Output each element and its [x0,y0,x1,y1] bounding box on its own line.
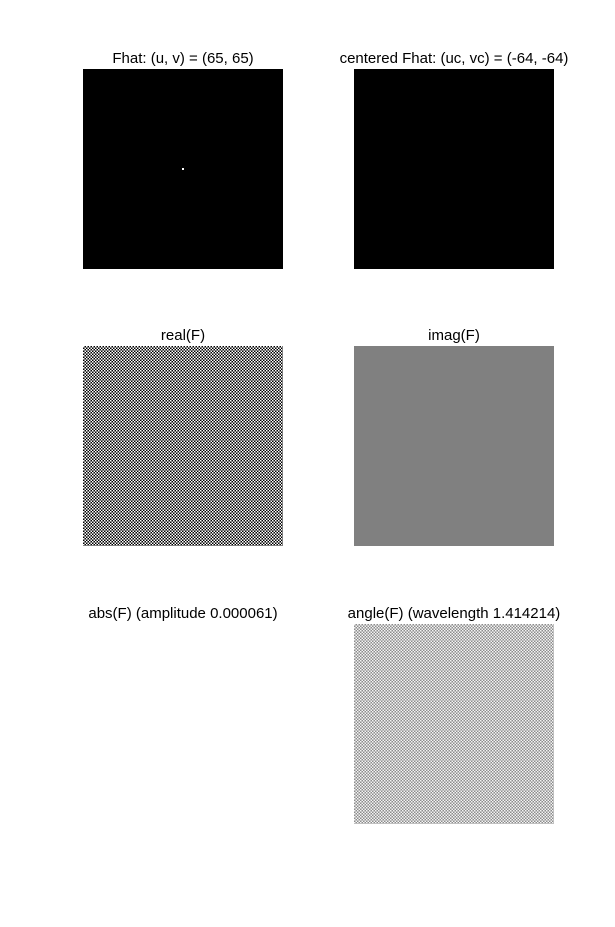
angle-f-image [354,624,554,824]
panel-title-real-f: real(F) [160,327,206,344]
panel-title-centered-fhat: centered Fhat: (uc, vc) = (-64, -64) [339,50,569,67]
real-f-image [83,346,283,546]
fhat-image [83,69,283,269]
panel-abs-f: abs(F) (amplitude 0.000061) [43,604,323,834]
imag-f-image [354,346,554,546]
panel-title-abs-f: abs(F) (amplitude 0.000061) [88,605,278,622]
panel-title-fhat: Fhat: (u, v) = (65, 65) [112,50,254,67]
panel-imag-f: imag(F) [314,326,594,556]
center-pixel-marker [182,168,184,170]
centered-fhat-image [354,69,554,269]
abs-f-image [83,624,283,824]
panel-angle-f: angle(F) (wavelength 1.414214) [314,604,594,834]
panel-title-angle-f: angle(F) (wavelength 1.414214) [347,605,561,622]
panel-centered-fhat: centered Fhat: (uc, vc) = (-64, -64) [314,49,594,279]
panel-fhat: Fhat: (u, v) = (65, 65) [43,49,323,279]
panel-real-f: real(F) [43,326,323,556]
panel-title-imag-f: imag(F) [428,327,480,344]
